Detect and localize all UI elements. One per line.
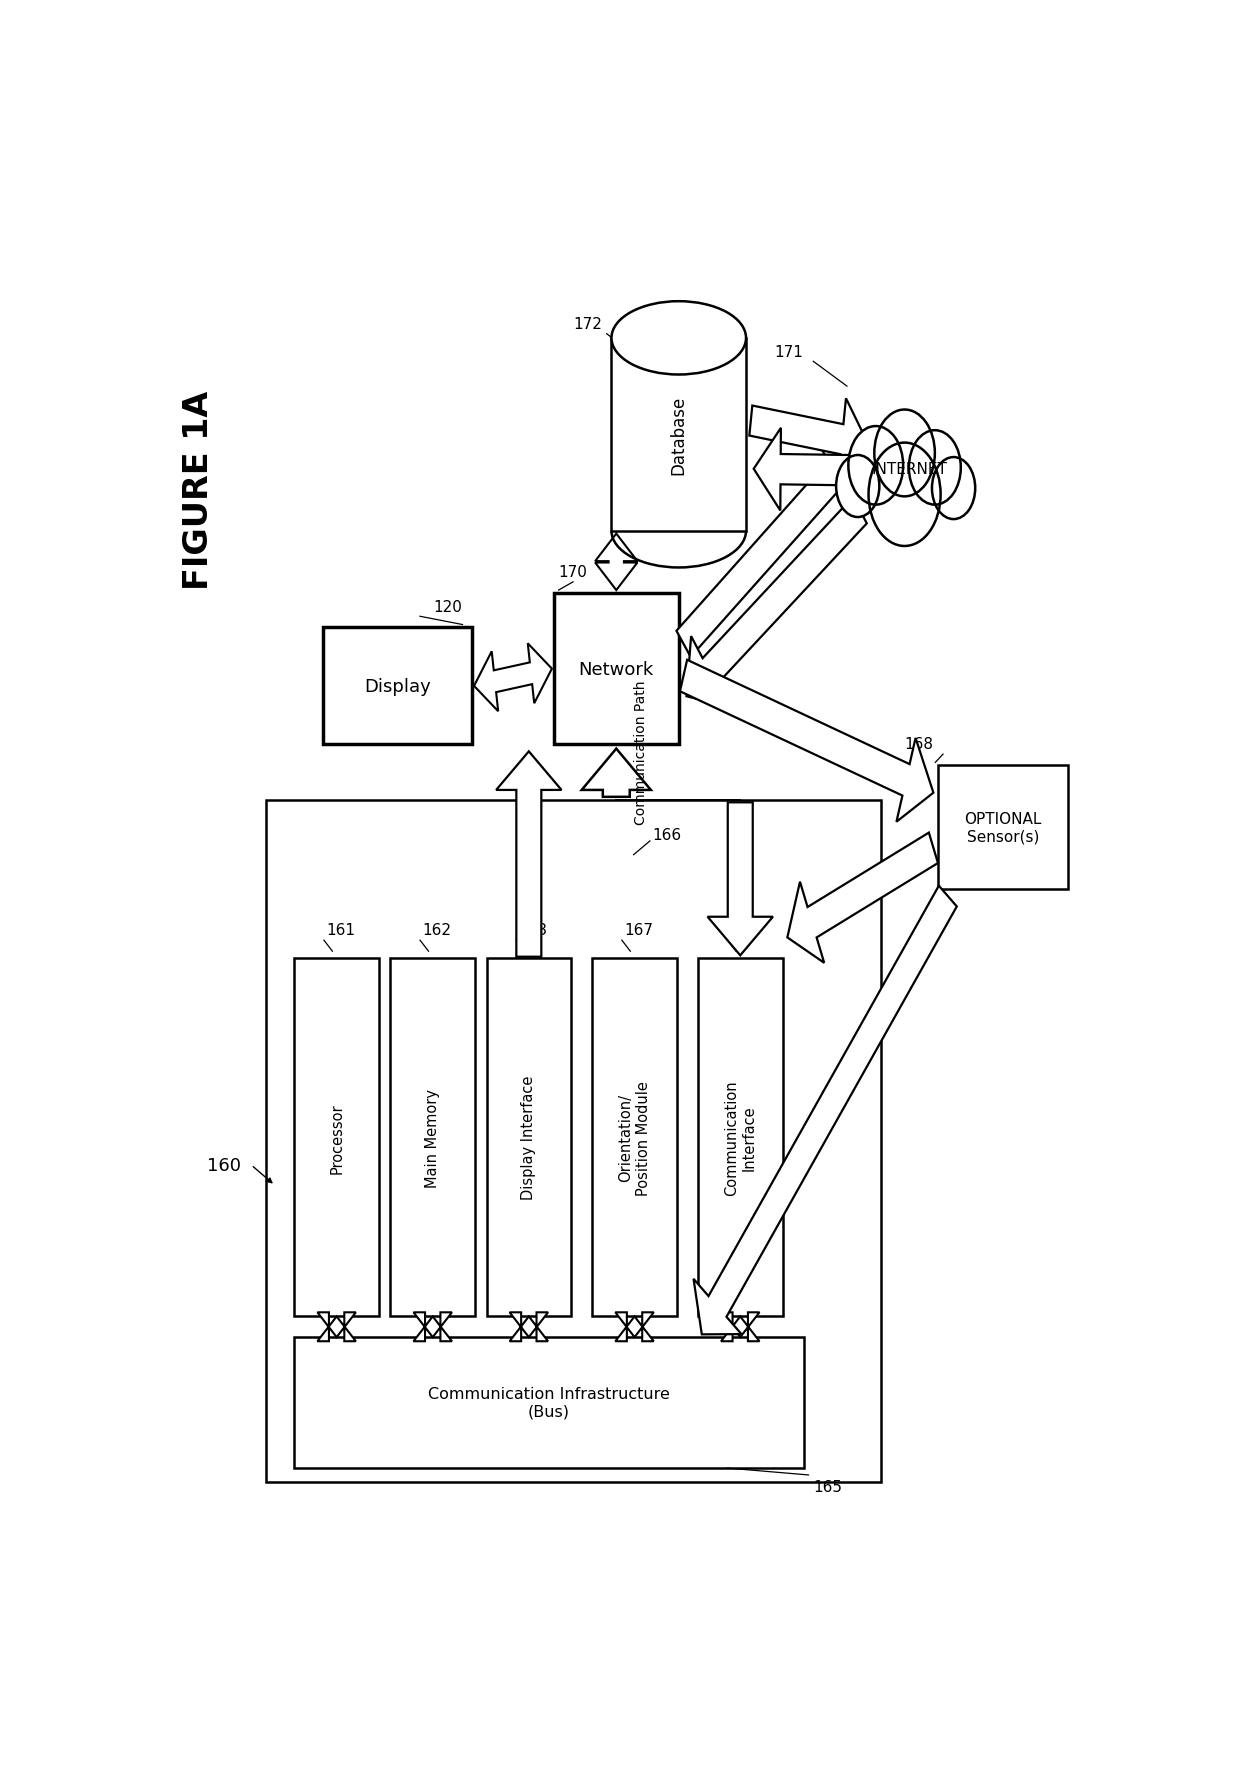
Circle shape [836,456,879,517]
FancyBboxPatch shape [294,959,379,1317]
Text: Database: Database [670,395,688,474]
Polygon shape [720,1313,759,1342]
FancyBboxPatch shape [593,959,677,1317]
FancyBboxPatch shape [939,766,1068,889]
Text: Processor: Processor [329,1102,345,1174]
Polygon shape [787,834,937,962]
Text: Network: Network [579,660,653,678]
Text: Display Interface: Display Interface [521,1075,537,1200]
Text: Communication
Interface: Communication Interface [724,1081,756,1195]
Polygon shape [708,803,773,955]
FancyBboxPatch shape [294,1338,804,1469]
FancyBboxPatch shape [554,594,678,744]
Text: 120: 120 [434,599,463,614]
Text: OPTIONAL
Sensor(s): OPTIONAL Sensor(s) [965,812,1042,844]
Polygon shape [615,1313,653,1342]
Circle shape [868,444,941,547]
Polygon shape [687,497,867,707]
Circle shape [932,458,975,521]
FancyBboxPatch shape [486,959,572,1317]
Polygon shape [496,751,562,957]
Text: 163: 163 [518,923,548,937]
Text: FIGURE 1A: FIGURE 1A [182,390,215,590]
Polygon shape [680,660,934,823]
Polygon shape [317,1313,356,1342]
Polygon shape [693,886,957,1335]
FancyBboxPatch shape [698,959,782,1317]
FancyBboxPatch shape [265,800,880,1481]
FancyBboxPatch shape [391,959,475,1317]
Polygon shape [413,1313,451,1342]
Polygon shape [510,1313,548,1342]
Text: Display: Display [365,678,432,696]
Text: Communication Path: Communication Path [634,680,647,825]
Text: 160: 160 [207,1156,242,1174]
Text: 162: 162 [423,923,451,937]
Circle shape [874,410,935,497]
Text: Orientation/
Position Module: Orientation/ Position Module [619,1081,651,1195]
Polygon shape [749,399,868,481]
Text: INTERNET: INTERNET [872,462,947,478]
FancyBboxPatch shape [611,338,746,531]
Text: 165: 165 [813,1480,842,1494]
Text: 164: 164 [730,923,759,937]
Ellipse shape [611,302,746,376]
Polygon shape [754,429,872,512]
Text: 171: 171 [775,343,804,360]
Polygon shape [474,644,552,712]
Polygon shape [677,440,858,658]
Text: 166: 166 [652,827,682,843]
Text: Main Memory: Main Memory [425,1088,440,1188]
Text: 161: 161 [326,923,356,937]
Text: 167: 167 [624,923,653,937]
Circle shape [909,431,961,504]
Text: Communication Infrastructure
(Bus): Communication Infrastructure (Bus) [428,1386,670,1419]
Circle shape [848,428,903,504]
FancyBboxPatch shape [324,628,472,744]
Polygon shape [582,750,651,798]
Text: 168: 168 [904,737,934,751]
Text: 170: 170 [558,565,588,580]
Polygon shape [595,535,637,590]
Text: 172: 172 [573,317,601,331]
